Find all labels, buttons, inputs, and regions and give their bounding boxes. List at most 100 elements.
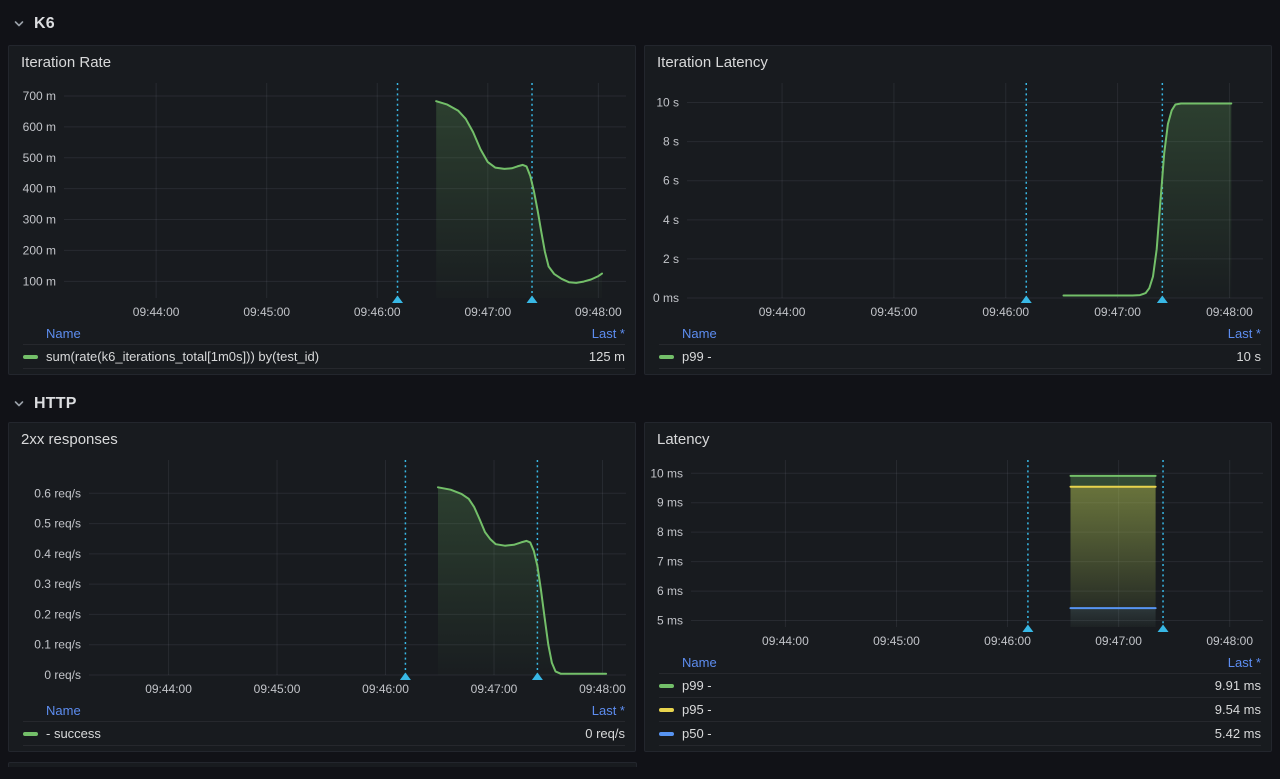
x-axis-tick-label: 09:47:00 [1094,305,1141,319]
annotation-marker[interactable] [1022,460,1033,632]
y-axis-tick-label: 0.4 req/s [34,547,81,561]
legend-series-label[interactable]: sum(rate(k6_iterations_total[1m0s])) by(… [46,349,319,364]
legend-row: - success 0 req/s [23,722,625,746]
chevron-down-icon-svg [13,18,25,30]
panel-row-http: 2xx responses0 req/s0.1 req/s0.2 req/s0.… [8,422,1272,752]
panel-iteration-latency: Iteration Latency0 ms2 s4 s6 s8 s10 s09:… [644,45,1272,375]
y-axis-tick-label: 5 ms [657,614,683,628]
series-color-swatch [659,708,674,712]
legend-row: sum(rate(k6_iterations_total[1m0s])) by(… [23,345,625,369]
x-axis-tick-label: 09:48:00 [1206,634,1253,648]
x-axis-tick-label: 09:44:00 [145,682,192,696]
legend-name-header[interactable]: Name [46,703,81,718]
legend-series-label[interactable]: p99 - [682,678,712,693]
y-axis-tick-label: 0 ms [653,291,679,305]
legend-series-label[interactable]: p50 - [682,726,712,741]
legend-series-label[interactable]: - success [46,726,101,741]
time-series-chart-iteration-latency[interactable]: 0 ms2 s4 s6 s8 s10 s09:44:0009:45:0009:4… [645,75,1271,324]
legend-last-sort-header[interactable]: Last * [1228,655,1261,670]
legend-series-label[interactable]: p95 - [682,702,712,717]
time-series-chart-iteration-rate[interactable]: 100 m200 m300 m400 m500 m600 m700 m09:44… [9,75,635,324]
panel-title-iteration-latency[interactable]: Iteration Latency [645,46,1271,75]
annotation-triangle-icon[interactable] [392,296,403,304]
x-axis-tick-label: 09:48:00 [579,682,626,696]
y-axis-tick-label: 6 ms [657,584,683,598]
chevron-down-icon [12,397,26,411]
panel-latency: Latency5 ms6 ms7 ms8 ms9 ms10 ms09:44:00… [644,422,1272,752]
chevron-down-icon [12,17,26,31]
panel-title-latency[interactable]: Latency [645,423,1271,452]
legend-header: Name Last * [23,324,625,345]
annotation-marker[interactable] [392,83,403,303]
x-axis-tick-label: 09:46:00 [982,305,1029,319]
x-axis-tick-label: 09:47:00 [1095,634,1142,648]
y-axis-tick-label: 10 s [656,96,679,110]
y-axis-tick-label: 0.2 req/s [34,607,81,621]
time-series-chart-2xx-responses[interactable]: 0 req/s0.1 req/s0.2 req/s0.3 req/s0.4 re… [9,452,635,701]
legend-row: p99 - 9.91 ms [659,674,1261,698]
y-axis-tick-label: 6 s [663,174,679,188]
section-title-http: HTTP [34,395,77,413]
panel-title-2xx-responses[interactable]: 2xx responses [9,423,635,452]
x-axis-tick-label: 09:46:00 [984,634,1031,648]
y-axis-tick-label: 4 s [663,213,679,227]
legend-latency: NameLast *p99 -9.91 msp95 -9.54 msp50 -5… [645,653,1271,751]
section-header-k6[interactable]: K6 [12,12,1272,36]
legend-header: Name Last * [659,324,1261,345]
y-axis-tick-label: 400 m [23,182,56,196]
y-axis-tick-label: 9 ms [657,496,683,510]
panel-title-iteration-rate[interactable]: Iteration Rate [9,46,635,75]
series-fill-- success [438,487,606,675]
y-axis-tick-label: 300 m [23,213,56,227]
legend-header: Name Last * [659,653,1261,674]
legend-last-sort-header[interactable]: Last * [592,703,625,718]
legend-last-sort-header[interactable]: Last * [1228,326,1261,341]
y-axis-tick-label: 7 ms [657,555,683,569]
x-axis-tick-label: 09:47:00 [471,682,518,696]
annotation-triangle-icon[interactable] [1158,625,1169,633]
y-axis-tick-label: 0.6 req/s [34,486,81,500]
legend-series-value: 9.54 ms [1203,702,1261,717]
legend-series-value: 125 m [577,349,625,364]
y-axis-tick-label: 100 m [23,274,56,288]
y-axis-tick-label: 8 ms [657,525,683,539]
series-color-swatch [659,684,674,688]
x-axis-tick-label: 09:44:00 [759,305,806,319]
annotation-triangle-icon[interactable] [1021,296,1032,304]
panel-2xx-responses: 2xx responses0 req/s0.1 req/s0.2 req/s0.… [8,422,636,752]
legend-series-value: 9.91 ms [1203,678,1261,693]
legend-last-sort-header[interactable]: Last * [592,326,625,341]
time-series-chart-latency[interactable]: 5 ms6 ms7 ms8 ms9 ms10 ms09:44:0009:45:0… [645,452,1271,653]
dashboard: K6 Iteration Rate100 m200 m300 m400 m500… [8,12,1272,767]
series-color-swatch [659,732,674,736]
annotation-marker[interactable] [1021,83,1032,303]
legend-name-header[interactable]: Name [682,326,717,341]
legend-iteration-rate: Name Last * sum(rate(k6_iterations_total[1… [9,324,635,374]
series-fill-p50 - [1071,608,1156,627]
series-fill-sum(rate(k6_iterations_total[1m0s])) by(test_id) [436,101,602,298]
x-axis-tick-label: 09:45:00 [254,682,301,696]
x-axis-tick-label: 09:47:00 [464,305,511,319]
series-color-swatch [23,355,38,359]
y-axis-tick-label: 10 ms [650,466,683,480]
section-title-k6: K6 [34,15,55,33]
legend-series-value: 10 s [1224,349,1261,364]
series-fill-p99 - [1064,104,1232,299]
legend-name-header[interactable]: Name [682,655,717,670]
series-color-swatch [659,355,674,359]
y-axis-tick-label: 200 m [23,243,56,257]
section-header-http[interactable]: HTTP [12,392,1272,416]
y-axis-tick-label: 0.5 req/s [34,517,81,531]
annotation-marker[interactable] [1158,460,1169,632]
x-axis-tick-label: 09:44:00 [133,305,180,319]
legend-header: Name Last * [23,701,625,722]
legend-iteration-latency: Name Last * p99 - 10 s [645,324,1271,374]
chevron-down-icon-svg [13,398,25,410]
legend-series-label[interactable]: p99 - [682,349,712,364]
legend-name-header[interactable]: Name [46,326,81,341]
annotation-triangle-icon[interactable] [1022,625,1033,633]
legend-series-value: 0 req/s [573,726,625,741]
legend-row: p99 - 10 s [659,345,1261,369]
annotation-triangle-icon[interactable] [400,673,411,681]
y-axis-tick-label: 2 s [663,252,679,266]
